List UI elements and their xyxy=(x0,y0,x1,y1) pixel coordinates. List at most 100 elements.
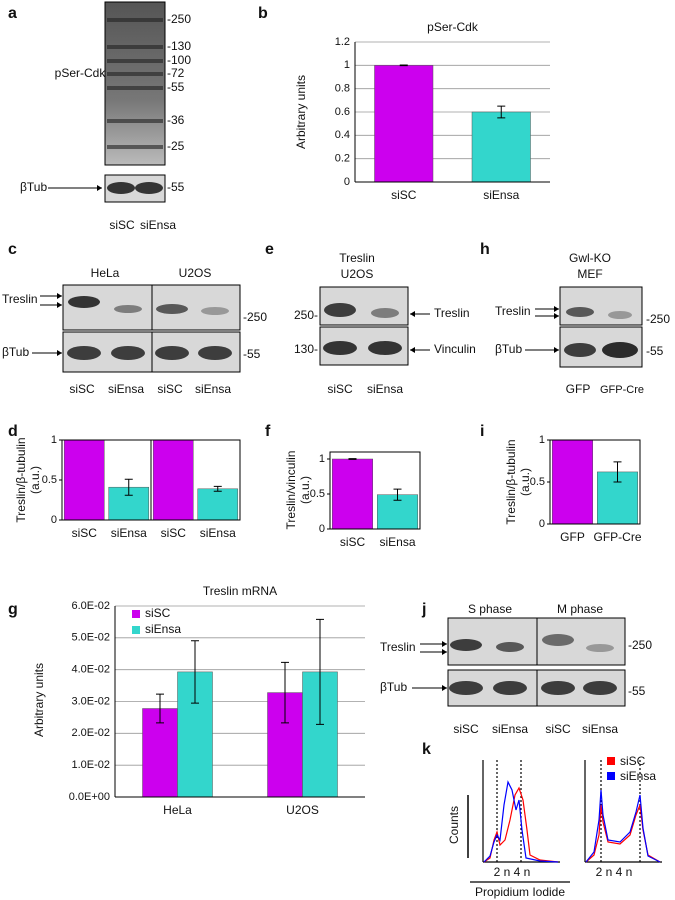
arrow-head xyxy=(554,347,559,353)
blot-label: Treslin xyxy=(495,304,531,318)
bar xyxy=(63,439,105,521)
mw-marker: -55 xyxy=(167,180,185,194)
axis-title: (a.u.) xyxy=(28,466,42,494)
lane-label: GFP-Cre xyxy=(600,384,644,396)
flow-plots xyxy=(467,757,662,883)
blot-title: Gwl-KO xyxy=(569,251,611,265)
x-tick-label: GFP-Cre xyxy=(594,530,642,544)
bar xyxy=(197,488,239,521)
lane-label: siEnsa xyxy=(140,218,176,232)
panel-label: g xyxy=(8,601,18,618)
panel-frame xyxy=(329,451,421,530)
y-tick-label: 1 xyxy=(344,59,350,71)
blot-band xyxy=(135,182,163,194)
lane-label: siSC xyxy=(545,722,571,736)
panel-label: k xyxy=(422,741,431,758)
blot-label: βTub xyxy=(380,680,407,694)
blot-band xyxy=(107,72,163,76)
mw-marker: 250- xyxy=(294,308,318,322)
legend-swatch xyxy=(132,626,140,634)
blot-title: MEF xyxy=(577,267,602,281)
x-tick-label: siEnsa xyxy=(200,526,236,540)
bar xyxy=(332,458,373,530)
error-bar xyxy=(281,661,289,724)
y-tick-label: 0.4 xyxy=(335,129,350,141)
error-bar xyxy=(497,105,506,119)
mw-marker: 130- xyxy=(294,342,318,356)
y-tick-label: 1 xyxy=(539,434,545,446)
blot-band xyxy=(542,634,574,646)
y-tick-label: 1.2 xyxy=(335,36,350,48)
blot-label: pSer-Cdk xyxy=(55,66,107,80)
y-tick-label: 0.5 xyxy=(42,474,57,486)
axis-title: Arbitrary units xyxy=(294,75,308,149)
x-tick-label: siSC xyxy=(340,535,366,549)
mw-marker: -250 xyxy=(646,312,670,326)
arrow-head xyxy=(97,185,102,191)
arrow-head xyxy=(442,649,447,655)
lane-label: siEnsa xyxy=(492,722,528,736)
lane-label: siEnsa xyxy=(195,382,231,396)
error-bar xyxy=(156,693,164,724)
blot-band xyxy=(201,307,229,315)
legend-swatch xyxy=(132,610,140,618)
x-tick-label: 2 n 4 n xyxy=(596,865,633,879)
error-bar xyxy=(124,478,133,496)
blot-band xyxy=(107,86,163,90)
x-tick-label: U2OS xyxy=(286,803,319,817)
mw-marker: -55 xyxy=(628,684,646,698)
cell-line: U2OS xyxy=(179,266,212,280)
y-tick-label: 3.0E-02 xyxy=(71,695,110,707)
blot-label: βTub xyxy=(2,345,29,359)
blot xyxy=(536,617,626,666)
x-tick-label: 2 n 4 n xyxy=(494,865,531,879)
y-tick-label: 4.0E-02 xyxy=(71,664,110,676)
blot-band xyxy=(496,642,524,652)
blot-band xyxy=(155,346,189,360)
blot-band xyxy=(107,145,163,149)
blot-band xyxy=(586,644,614,652)
axis-title: Treslin/β-tubulin xyxy=(504,439,518,524)
blot-label: Treslin xyxy=(434,306,470,320)
mw-marker: -250 xyxy=(628,638,652,652)
blot-band xyxy=(114,305,142,313)
blot-band xyxy=(156,304,188,314)
error-bar xyxy=(613,461,622,483)
error-bar xyxy=(191,640,199,704)
blot-band xyxy=(323,341,357,355)
y-tick-label: 0.0E+00 xyxy=(69,791,110,803)
x-tick-label: siEnsa xyxy=(111,526,147,540)
blot-band xyxy=(67,346,101,360)
lane-label: siSC xyxy=(69,382,95,396)
lane-label: GFP xyxy=(566,382,591,396)
blot-label: Treslin xyxy=(2,292,38,306)
blot-label: Treslin xyxy=(380,640,416,654)
y-tick-label: 2.0E-02 xyxy=(71,727,110,739)
blot-band xyxy=(564,343,596,357)
axis-title: Arbitrary units xyxy=(32,663,46,737)
lane-label: siSC xyxy=(109,218,135,232)
lane-label: siSC xyxy=(157,382,183,396)
bar xyxy=(552,439,593,525)
y-tick-label: 0.6 xyxy=(335,106,350,118)
y-tick-label: 5.0E-02 xyxy=(71,632,110,644)
legend-label: siEnsa xyxy=(145,622,181,636)
blot-band xyxy=(602,342,638,358)
panel-label: h xyxy=(480,241,490,258)
blot-band xyxy=(541,681,575,695)
panel-label: f xyxy=(265,423,271,440)
x-tick-label: siSC xyxy=(391,188,417,202)
x-tick-label: siSC xyxy=(72,526,98,540)
arrow-head xyxy=(442,685,447,691)
blot-title: U2OS xyxy=(341,267,374,281)
error-bar xyxy=(213,485,222,492)
flow-curve xyxy=(483,780,559,863)
y-tick-label: 0 xyxy=(51,514,57,526)
flow-curve xyxy=(483,786,559,863)
x-tick-label: HeLa xyxy=(163,803,192,817)
axis-title: Treslin/vinculin xyxy=(284,451,298,530)
bar xyxy=(152,439,194,521)
mw-marker: -36 xyxy=(167,113,185,127)
arrow-head xyxy=(410,347,415,353)
blot-band xyxy=(450,639,482,651)
